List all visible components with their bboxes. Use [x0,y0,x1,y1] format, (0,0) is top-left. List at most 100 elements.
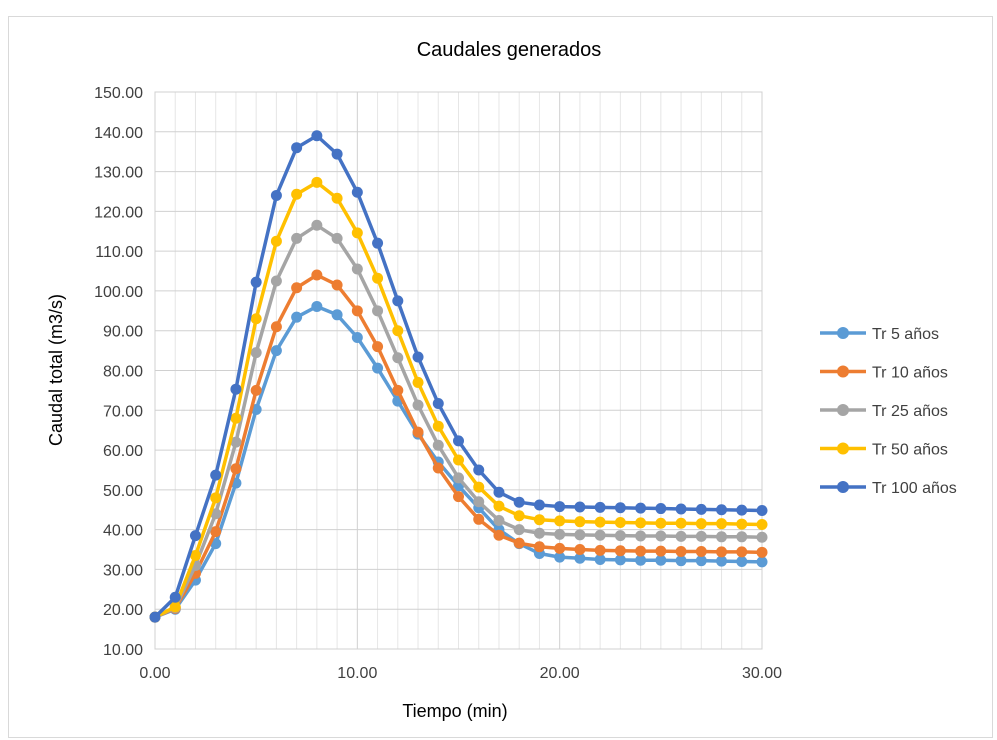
data-point [331,232,343,244]
data-point [594,544,606,556]
data-point [513,537,525,549]
data-point [453,435,464,447]
data-point [533,499,545,511]
y-tick-label: 50.00 [103,483,143,500]
series-5 [149,130,768,623]
y-tick-label: 30.00 [103,562,143,579]
data-point [311,269,323,281]
data-point [513,524,525,536]
data-point [493,486,505,498]
legend-item: Tr 5 años [820,326,939,343]
data-point [331,192,343,204]
data-point [675,530,687,542]
data-point [533,514,545,526]
data-point [614,545,626,557]
data-point [250,313,262,325]
data-point [392,384,404,396]
series-3 [149,219,768,623]
data-point [372,305,384,317]
data-point [675,555,687,567]
data-point [716,555,728,567]
y-tick-label: 130.00 [94,165,143,182]
data-point [432,420,444,432]
data-point [372,341,384,353]
data-point [756,546,768,558]
data-point [493,514,505,526]
data-point [594,529,606,541]
data-point [311,300,323,312]
data-point [250,347,262,359]
data-point [291,282,303,294]
legend-item: Tr 10 años [820,365,948,382]
data-point [189,530,201,542]
data-point [392,325,404,337]
x-tick-label: 20.00 [540,665,580,682]
data-point [574,544,586,556]
data-point [230,412,242,424]
data-point [695,555,707,567]
data-point [756,518,768,530]
data-point [695,518,707,530]
legend: Tr 5 años Tr 10 años Tr 25 años Tr 50 años T… [820,326,957,497]
data-point [432,462,444,474]
legend-label: Tr 100 años [872,480,957,497]
data-point [675,517,687,529]
data-point [473,481,485,493]
data-point [716,531,728,543]
data-point [655,530,667,542]
legend-swatch-marker [837,442,849,455]
data-point [250,384,262,396]
y-axis-title: Caudal total (m3/s) [46,294,66,446]
x-axis-title: Tiempo (min) [402,701,507,721]
y-tick-label: 80.00 [103,364,143,381]
data-point [169,591,181,603]
data-point [351,305,363,317]
legend-swatch-marker [837,327,849,339]
data-point [614,516,626,528]
data-point [695,530,707,542]
data-point [655,517,667,529]
data-point [210,508,222,520]
y-tick-label: 60.00 [103,443,143,460]
series-2 [149,269,768,623]
y-axis-ticks: 10.00 20.00 30.00 40.00 50.00 60.00 70.00 80.00… [94,85,143,659]
data-point [736,546,748,558]
data-point [473,496,485,508]
data-point [736,555,748,567]
legend-label: Tr 25 años [872,403,948,420]
data-point [756,556,768,568]
data-point [412,376,424,388]
data-point [291,142,303,154]
data-point [493,500,505,512]
data-point [311,130,323,142]
data-point [210,526,222,538]
chart-title: Caudales generados [417,39,602,61]
data-point [311,176,323,188]
data-point [250,276,262,288]
data-point [756,531,768,543]
data-point [351,331,363,343]
data-point [756,505,768,517]
chart-frame [8,16,993,738]
data-point [331,148,343,160]
data-point [736,531,748,543]
data-point [736,518,748,530]
y-tick-label: 110.00 [95,244,143,261]
legend-swatch-marker [837,404,849,416]
data-point [270,345,282,357]
data-point [210,469,222,481]
data-point [493,529,505,541]
data-point [655,554,667,566]
data-point [736,504,748,516]
data-point [635,517,647,529]
data-point [635,502,647,514]
data-point [432,398,444,410]
data-point [432,439,444,451]
data-point [149,611,161,623]
data-point [453,472,464,484]
data-point [331,309,343,321]
series-4 [149,176,768,623]
data-point [594,501,606,513]
data-point [412,351,424,363]
data-point [574,516,586,528]
